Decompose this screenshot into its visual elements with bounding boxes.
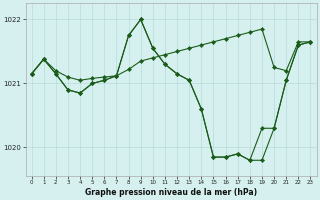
X-axis label: Graphe pression niveau de la mer (hPa): Graphe pression niveau de la mer (hPa) <box>85 188 257 197</box>
